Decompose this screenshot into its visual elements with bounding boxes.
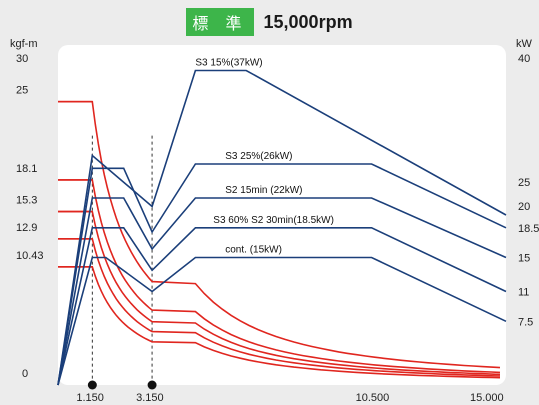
right-tick-label-3: 18.5 [518, 223, 539, 235]
power-curve-label-2: S2 15min (22kW) [225, 185, 302, 196]
power-curve-0 [57, 69, 507, 386]
left-tick-label-6: 30 [16, 53, 28, 65]
left-tick-label-0: 0 [22, 368, 28, 380]
knee-marker-0 [87, 380, 97, 390]
right-tick-label-6: 40 [518, 53, 530, 65]
x-tick-label-0: 1.150 [76, 392, 104, 404]
power-curve-label-0: S3 15%(37kW) [195, 58, 262, 69]
right-tick-label-4: 20 [518, 201, 530, 213]
knee-marker-1 [147, 380, 157, 390]
power-curve-label-1: S3 25%(26kW) [225, 151, 292, 162]
power-curve-label-4: cont. (15kW) [225, 245, 282, 256]
right-tick-label-5: 25 [518, 177, 530, 189]
power-curve-label-3: S3 60% S2 30min(18.5kW) [213, 215, 334, 226]
power-curve-4 [57, 256, 507, 386]
power-curve-1 [57, 163, 507, 386]
power-curves [57, 69, 507, 386]
left-tick-label-2: 12.9 [16, 222, 37, 234]
standard-badge: 標 準 [186, 8, 254, 36]
right-tick-label-2: 15 [518, 253, 530, 265]
x-tick-label-1: 3.150 [136, 392, 164, 404]
right-tick-label-1: 11 [518, 287, 529, 299]
power-curve-2 [57, 197, 507, 386]
curve-labels: S3 15%(37kW) S3 25%(26kW) S2 15min (22kW) S… [195, 58, 334, 256]
torque-curve-3 [58, 238, 501, 377]
x-tick-label-2: 10.500 [356, 392, 390, 404]
left-tick-label-1: 10.43 [16, 250, 44, 262]
chart-header: 標 準 15,000rpm [0, 8, 539, 36]
left-tick-label-4: 18.1 [16, 163, 37, 175]
power-curve-3 [57, 227, 507, 386]
axes: kgf-m 0 10.43 12.9 15.3 18.1 25 30 kW 7.5 11 15 18.5… [10, 38, 539, 404]
left-tick-label-3: 15.3 [16, 195, 37, 207]
right-tick-label-0: 7.5 [518, 316, 533, 328]
max-speed-label: 15,000rpm [263, 11, 353, 32]
left-tick-label-5: 25 [16, 85, 28, 97]
torque-curve-0 [58, 100, 501, 369]
x-tick-label-3: 15.000 [470, 392, 504, 404]
torque-curve-2 [58, 210, 501, 376]
torque-curve-4 [58, 266, 501, 379]
right-axis-unit: kW [516, 38, 533, 50]
plot-area [58, 45, 506, 385]
left-axis-unit: kgf-m [10, 38, 38, 50]
